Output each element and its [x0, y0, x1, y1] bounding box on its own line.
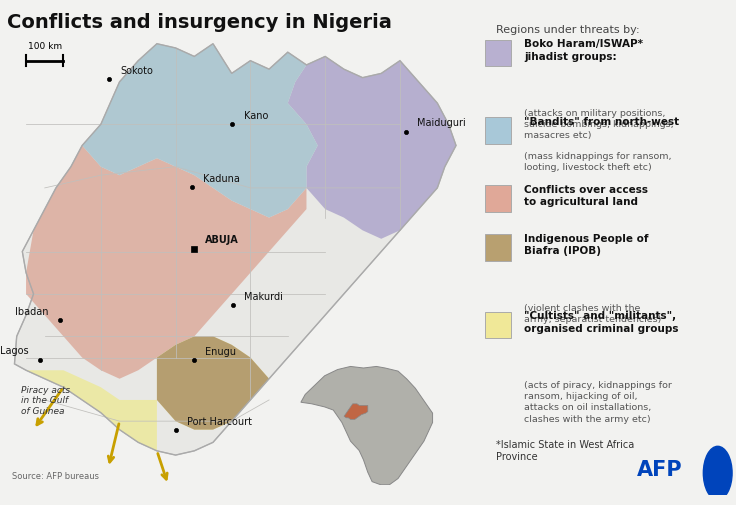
Polygon shape — [15, 44, 456, 455]
Text: Enugu: Enugu — [205, 346, 236, 356]
Polygon shape — [82, 44, 318, 218]
Text: Conflicts over access
to agricultural land: Conflicts over access to agricultural la… — [524, 185, 648, 207]
Text: Piracy acts
in the Gulf
of Guinea: Piracy acts in the Gulf of Guinea — [21, 385, 71, 415]
Text: Makurdi: Makurdi — [244, 291, 283, 301]
Text: Lagos: Lagos — [1, 346, 29, 356]
Text: Source: AFP bureaus: Source: AFP bureaus — [12, 471, 99, 480]
Polygon shape — [301, 367, 433, 485]
Text: (violent clashes with the
army, separatist tendencies): (violent clashes with the army, separati… — [524, 303, 662, 323]
Text: Maiduguri: Maiduguri — [417, 118, 466, 128]
Text: *Islamic State in West Africa
Province: *Islamic State in West Africa Province — [495, 439, 634, 461]
Text: Kano: Kano — [244, 111, 268, 121]
Bar — [485, 234, 512, 261]
Bar — [485, 186, 512, 213]
Text: Sokoto: Sokoto — [121, 66, 154, 76]
Bar — [485, 312, 512, 339]
Text: Boko Haram/ISWAP*
jihadist groups:: Boko Haram/ISWAP* jihadist groups: — [524, 39, 643, 62]
Polygon shape — [26, 146, 306, 379]
Text: AFP: AFP — [637, 460, 682, 479]
Text: "Bandits" from north-west: "Bandits" from north-west — [524, 117, 679, 127]
Text: Regions under threats by:: Regions under threats by: — [495, 25, 640, 35]
Circle shape — [704, 446, 732, 500]
Text: Ibadan: Ibadan — [15, 306, 49, 316]
Text: Conflicts and insurgency in Nigeria: Conflicts and insurgency in Nigeria — [7, 13, 392, 32]
Polygon shape — [26, 337, 269, 451]
Text: (acts of piracy, kidnappings for
ransom, hijacking of oil,
attacks on oil instal: (acts of piracy, kidnappings for ransom,… — [524, 380, 672, 423]
Text: Kaduna: Kaduna — [203, 174, 240, 183]
Text: "Cultists" and "militants",
organised criminal groups: "Cultists" and "militants", organised cr… — [524, 311, 679, 333]
Bar — [485, 118, 512, 145]
Text: (mass kidnappings for ransom,
looting, livestock theft etc): (mass kidnappings for ransom, looting, l… — [524, 152, 672, 172]
Polygon shape — [288, 58, 456, 239]
Text: ABUJA: ABUJA — [205, 235, 239, 245]
Text: Indigenous People of
Biafra (IPOB): Indigenous People of Biafra (IPOB) — [524, 233, 649, 256]
Text: 100 km: 100 km — [28, 41, 62, 51]
Text: Port Harcourt: Port Harcourt — [187, 417, 252, 426]
Text: (attacks on military positions,
suicide bombings, kidnappings,
masacres etc): (attacks on military positions, suicide … — [524, 109, 674, 140]
Bar — [485, 40, 512, 67]
Polygon shape — [344, 404, 368, 420]
Polygon shape — [157, 337, 269, 430]
